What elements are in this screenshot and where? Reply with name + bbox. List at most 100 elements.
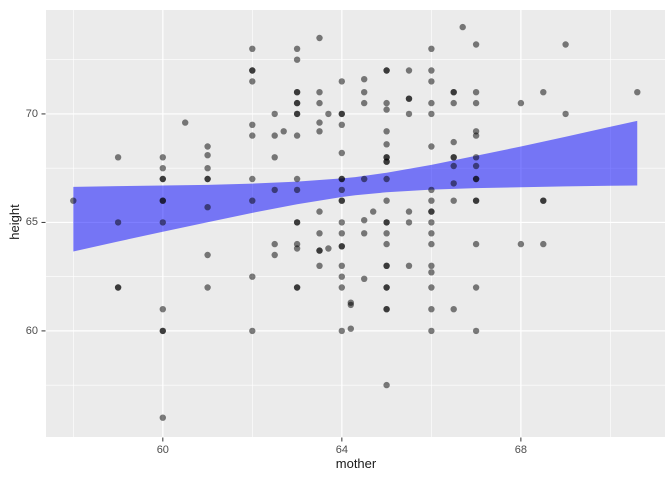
data-point: [428, 269, 435, 276]
data-point: [338, 219, 345, 226]
data-point: [450, 99, 457, 107]
confidence-band: [73, 120, 638, 252]
data-point: [338, 273, 345, 280]
data-point: [450, 154, 457, 161]
data-point: [293, 284, 301, 291]
data-point: [472, 89, 480, 96]
data-point: [271, 154, 278, 161]
data-point: [450, 197, 457, 204]
data-point: [249, 175, 256, 183]
data-point: [450, 89, 457, 96]
data-point: [204, 284, 211, 291]
data-point: [428, 327, 435, 335]
data-point: [428, 240, 435, 248]
data-point: [159, 306, 166, 313]
y-tick-label: 70: [25, 107, 38, 120]
data-point: [316, 89, 323, 96]
data-point: [249, 78, 256, 85]
data-point: [540, 240, 547, 248]
data-point: [383, 154, 390, 161]
data-point: [271, 132, 278, 139]
data-point: [280, 128, 287, 135]
data-point: [316, 119, 323, 126]
data-point: [293, 56, 301, 63]
data-point: [428, 230, 435, 237]
data-point: [249, 327, 256, 335]
data-point: [114, 154, 122, 161]
data-point: [249, 67, 256, 74]
data-point: [249, 273, 256, 280]
data-point: [383, 284, 390, 291]
data-point: [293, 245, 301, 252]
data-point: [472, 240, 480, 248]
data-point: [159, 327, 166, 335]
data-point: [472, 99, 480, 107]
data-point: [428, 186, 435, 194]
data-point: [383, 67, 390, 74]
data-point: [204, 251, 211, 259]
data-point: [159, 165, 166, 172]
data-point: [316, 262, 323, 269]
data-point: [204, 143, 211, 150]
data-point: [450, 180, 457, 187]
data-point: [271, 251, 278, 259]
data-point: [325, 110, 332, 118]
data-point: [338, 149, 345, 157]
data-point: [249, 45, 256, 52]
data-point: [293, 99, 301, 107]
data-point: [293, 132, 301, 139]
data-point: [405, 219, 413, 226]
data-point: [293, 240, 301, 248]
data-point: [249, 197, 256, 204]
data-point: [361, 89, 368, 96]
x-tick-label: 68: [514, 444, 527, 456]
data-point: [472, 154, 480, 161]
data-point: [361, 275, 368, 282]
data-point: [428, 45, 435, 52]
x-tick-label: 64: [335, 444, 348, 456]
data-point: [293, 89, 301, 96]
data-point: [316, 34, 323, 42]
data-point: [338, 197, 345, 204]
y-tick-label: 60: [25, 324, 38, 337]
data-point: [325, 245, 332, 252]
data-point: [450, 162, 457, 170]
data-point: [472, 41, 480, 48]
data-point: [428, 143, 435, 150]
data-point: [338, 243, 345, 250]
data-point: [159, 175, 166, 183]
data-point: [428, 208, 435, 215]
data-point: [338, 327, 345, 335]
data-point: [316, 208, 323, 215]
data-point: [383, 197, 390, 204]
data-point: [383, 106, 390, 113]
data-point: [472, 284, 480, 291]
data-point: [316, 247, 323, 254]
data-point: [383, 99, 390, 107]
data-point: [383, 381, 390, 389]
y-tick-label: 65: [25, 216, 38, 229]
data-point: [361, 230, 368, 237]
data-point: [383, 262, 390, 269]
data-point: [428, 99, 435, 107]
data-point: [405, 208, 413, 215]
data-point: [450, 306, 457, 313]
data-point: [249, 132, 256, 139]
data-point: [182, 119, 189, 126]
data-point: [634, 89, 641, 96]
data-point: [428, 262, 435, 269]
data-point: [338, 262, 345, 269]
data-point: [428, 110, 435, 118]
data-point: [472, 162, 480, 170]
data-point: [338, 78, 345, 85]
data-point: [540, 197, 547, 204]
data-point: [383, 141, 390, 148]
data-point: [293, 186, 301, 194]
data-point: [204, 175, 211, 183]
data-point: [405, 110, 413, 118]
data-point: [271, 186, 278, 194]
data-point: [405, 95, 413, 102]
data-point: [159, 154, 166, 161]
